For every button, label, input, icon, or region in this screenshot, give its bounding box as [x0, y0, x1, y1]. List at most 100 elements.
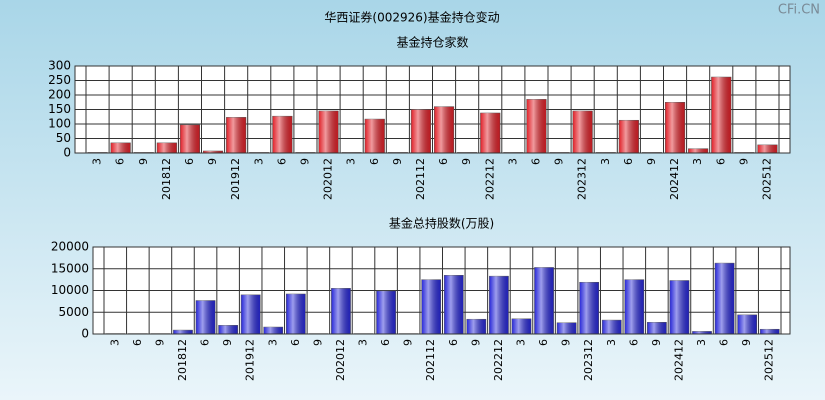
- x-tick-label: 202412: [672, 339, 685, 381]
- bar-shine: [647, 322, 667, 334]
- bar-shine: [489, 276, 509, 334]
- bar-shine: [511, 318, 532, 334]
- bar-shine: [760, 329, 780, 334]
- bar-shine: [669, 280, 690, 334]
- bar-shine: [466, 319, 486, 334]
- bar-shine: [572, 110, 593, 153]
- x-tick-label: 6: [537, 339, 550, 346]
- x-tick-label: 202112: [414, 158, 427, 200]
- x-tick-label: 9: [460, 158, 473, 165]
- bar-shine: [226, 117, 246, 153]
- bar-shine: [579, 282, 599, 334]
- x-tick-label: 202112: [424, 339, 437, 381]
- x-tick-label: 202212: [492, 339, 505, 381]
- bar-shine: [173, 330, 193, 334]
- x-tick-label: 201912: [229, 158, 242, 200]
- x-tick-label: 3: [605, 339, 618, 346]
- bar-shine: [218, 325, 238, 334]
- y-tick-label: 20000: [51, 240, 89, 254]
- x-tick-label: 3: [252, 158, 265, 165]
- chart-title: 基金总持股数(万股): [389, 216, 494, 231]
- x-tick-label: 202012: [334, 339, 347, 381]
- bar-shine: [318, 110, 339, 153]
- y-tick-label: 0: [81, 327, 89, 341]
- x-tick-label: 6: [368, 158, 381, 165]
- bar-shine: [421, 279, 441, 334]
- x-tick-label: 6: [447, 339, 460, 346]
- bar-shine: [665, 102, 685, 153]
- x-tick-label: 6: [529, 158, 542, 165]
- x-tick-label: 201912: [244, 339, 257, 381]
- bar-shine: [110, 142, 131, 153]
- plot-frame: [92, 246, 791, 335]
- bar-shine: [557, 322, 577, 334]
- x-tick-label: 9: [650, 339, 663, 346]
- bar-shine: [526, 99, 547, 153]
- x-tick-label: 6: [289, 339, 302, 346]
- x-tick-label: 6: [275, 158, 288, 165]
- page-title: 华西证券(002926)基金持仓变动: [324, 10, 499, 25]
- bar-shine: [376, 290, 396, 334]
- y-tick-label: 50: [56, 131, 71, 145]
- bar-shine: [434, 106, 454, 153]
- bar-shine: [263, 327, 283, 334]
- bar-shine: [480, 112, 501, 153]
- x-tick-label: 9: [645, 158, 658, 165]
- x-tick-label: 9: [311, 339, 324, 346]
- x-tick-label: 6: [437, 158, 450, 165]
- y-tick-label: 300: [48, 59, 71, 73]
- x-tick-label: 3: [599, 158, 612, 165]
- bar-shine: [534, 267, 554, 334]
- x-tick-label: 202312: [582, 339, 595, 381]
- bar-shine: [692, 331, 712, 334]
- x-tick-label: 6: [627, 339, 640, 346]
- x-tick-label: 9: [553, 158, 566, 165]
- x-tick-label: 9: [402, 339, 415, 346]
- x-tick-label: 9: [560, 339, 573, 346]
- x-tick-label: 202012: [322, 158, 335, 200]
- y-tick-label: 150: [48, 102, 71, 116]
- x-tick-label: 9: [740, 339, 753, 346]
- bar-shine: [272, 116, 293, 153]
- x-tick-label: 3: [514, 339, 527, 346]
- x-tick-label: 202312: [576, 158, 589, 200]
- bar-shine: [444, 275, 464, 334]
- x-tick-label: 6: [622, 158, 635, 165]
- x-tick-label: 3: [506, 158, 519, 165]
- x-tick-label: 9: [137, 158, 150, 165]
- x-tick-label: 9: [469, 339, 482, 346]
- bar-shine: [157, 142, 177, 153]
- x-tick-label: 9: [221, 339, 234, 346]
- bar-shine: [180, 124, 200, 153]
- x-tick-label: 202512: [763, 339, 776, 381]
- x-tick-label: 3: [695, 339, 708, 346]
- x-tick-label: 6: [379, 339, 392, 346]
- x-tick-label: 9: [153, 339, 166, 346]
- y-tick-label: 15000: [51, 261, 89, 275]
- bar-shine: [624, 279, 644, 334]
- x-tick-label: 3: [91, 158, 104, 165]
- bar-shine: [619, 120, 639, 153]
- x-tick-label: 3: [108, 339, 121, 346]
- x-tick-label: 3: [357, 339, 370, 346]
- y-tick-label: 200: [48, 88, 71, 102]
- plot-frame: [74, 65, 791, 154]
- x-tick-label: 202512: [760, 158, 773, 200]
- chart-title: 基金持仓家数: [396, 35, 468, 50]
- x-tick-label: 6: [718, 339, 731, 346]
- bar-shine: [757, 144, 778, 153]
- y-tick-label: 100: [48, 117, 71, 131]
- bar-shine: [286, 293, 306, 334]
- bar-shine: [688, 148, 708, 153]
- x-tick-label: 6: [199, 339, 212, 346]
- y-tick-label: 250: [48, 73, 71, 87]
- x-tick-label: 6: [131, 339, 144, 346]
- x-tick-label: 202212: [483, 158, 496, 200]
- x-tick-label: 9: [391, 158, 404, 165]
- x-tick-label: 3: [691, 158, 704, 165]
- bar-shine: [602, 320, 622, 334]
- bar-shine: [411, 109, 431, 153]
- x-tick-label: 9: [737, 158, 750, 165]
- y-tick-label: 10000: [51, 283, 89, 297]
